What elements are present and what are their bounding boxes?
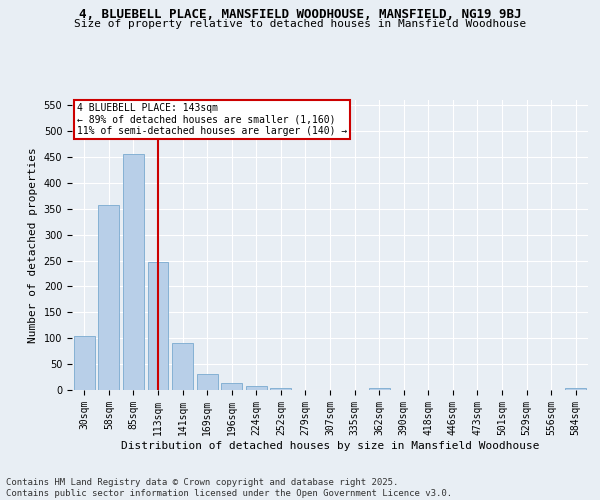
Text: 4, BLUEBELL PLACE, MANSFIELD WOODHOUSE, MANSFIELD, NG19 9BJ: 4, BLUEBELL PLACE, MANSFIELD WOODHOUSE, … bbox=[79, 8, 521, 20]
Text: Size of property relative to detached houses in Mansfield Woodhouse: Size of property relative to detached ho… bbox=[74, 19, 526, 29]
Bar bbox=[98, 205, 119, 390]
Bar bbox=[197, 374, 218, 390]
X-axis label: Distribution of detached houses by size in Mansfield Woodhouse: Distribution of detached houses by size … bbox=[121, 440, 539, 450]
Text: 4 BLUEBELL PLACE: 143sqm
← 89% of detached houses are smaller (1,160)
11% of sem: 4 BLUEBELL PLACE: 143sqm ← 89% of detach… bbox=[77, 103, 347, 136]
Bar bbox=[172, 343, 193, 390]
Bar bbox=[565, 388, 586, 390]
Bar bbox=[271, 388, 292, 390]
Bar bbox=[74, 336, 95, 390]
Bar bbox=[246, 386, 267, 390]
Bar bbox=[148, 262, 169, 390]
Bar bbox=[221, 384, 242, 390]
Bar bbox=[123, 154, 144, 390]
Bar bbox=[368, 388, 389, 390]
Text: Contains HM Land Registry data © Crown copyright and database right 2025.
Contai: Contains HM Land Registry data © Crown c… bbox=[6, 478, 452, 498]
Y-axis label: Number of detached properties: Number of detached properties bbox=[28, 147, 38, 343]
